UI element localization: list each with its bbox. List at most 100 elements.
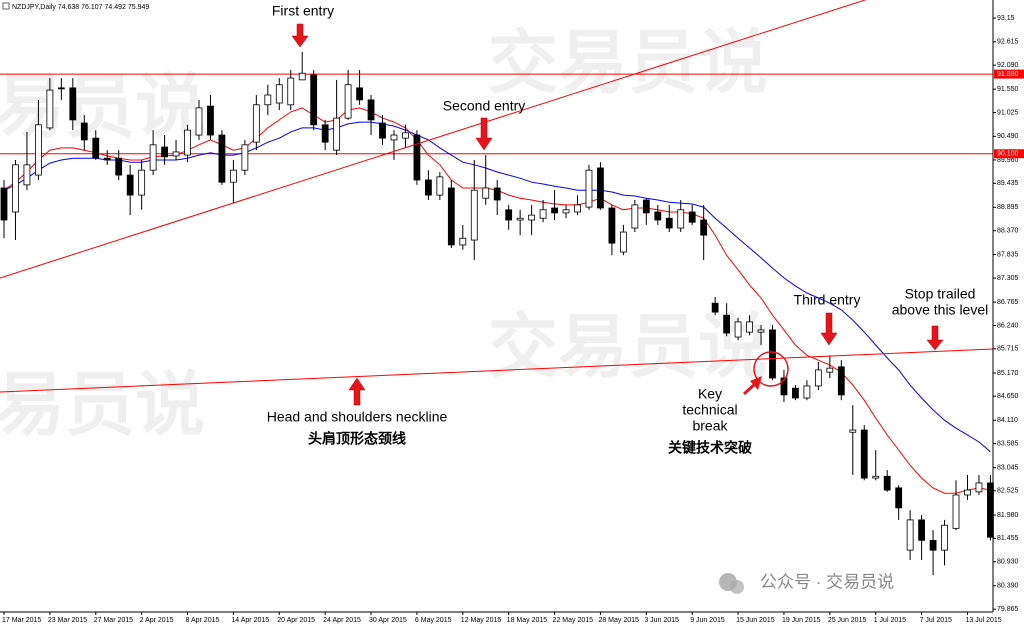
level-label-box <box>994 149 1024 159</box>
y-tick-label: 87.305 <box>997 275 1019 282</box>
candle-body <box>723 314 731 334</box>
candle-body <box>562 209 570 214</box>
level-label: 91.890 <box>997 71 1019 78</box>
candle-body <box>941 524 948 551</box>
candle-body <box>436 176 444 196</box>
neckline <box>0 348 994 393</box>
x-tick-label: 30 Apr 2015 <box>369 617 407 624</box>
x-tick-label: 24 Apr 2015 <box>323 617 361 624</box>
x-tick-label: 23 Mar 2015 <box>48 617 87 624</box>
candle-body <box>608 207 616 244</box>
candle-body <box>12 164 19 213</box>
candle-body <box>792 387 799 399</box>
candle-body <box>677 209 685 229</box>
candle-body <box>780 377 788 396</box>
candle-body <box>367 99 375 121</box>
y-tick-label: 81.980 <box>997 512 1019 519</box>
x-tick-label: 17 Mar 2015 <box>2 617 41 624</box>
candle-body <box>241 144 249 171</box>
candle-body <box>264 94 272 106</box>
x-tick-label: 7 Jul 2015 <box>920 617 952 624</box>
candle-body <box>528 214 536 221</box>
candle-body <box>0 187 8 221</box>
wechat-icon <box>730 580 744 594</box>
y-tick-label: 80.390 <box>997 583 1019 590</box>
annotation: break <box>692 418 728 434</box>
y-tick-label: 80.930 <box>997 559 1019 566</box>
candle-body <box>402 132 409 139</box>
y-tick-label: 83.585 <box>997 440 1019 447</box>
y-tick-label: 93.15 <box>997 15 1015 22</box>
candle-body <box>585 169 593 208</box>
level-label: 90.100 <box>997 151 1019 158</box>
candle-body <box>333 117 341 151</box>
y-tick-label: 82.525 <box>997 488 1019 495</box>
arrow <box>820 312 838 346</box>
candle-body <box>642 199 650 214</box>
candle-body <box>700 219 708 236</box>
y-tick-label: 79.865 <box>997 606 1019 613</box>
highlight-circle <box>753 351 789 387</box>
candle-body <box>92 137 100 159</box>
candle-body <box>964 489 971 496</box>
x-tick-label: 8 Apr 2015 <box>186 617 220 624</box>
candle-body <box>711 302 719 313</box>
y-tick-label: 92.090 <box>997 62 1019 69</box>
candle-body <box>906 519 914 551</box>
y-tick-label: 88.895 <box>997 204 1019 211</box>
candle-body <box>539 209 547 219</box>
candle-body <box>138 169 146 196</box>
candle-body <box>746 321 753 333</box>
x-tick-label: 28 May 2015 <box>598 617 639 624</box>
candle-body <box>814 369 822 387</box>
candle-body <box>470 189 478 241</box>
candle-body <box>895 487 903 509</box>
candle-body <box>688 211 696 223</box>
annotation: above this level <box>892 302 989 318</box>
x-tick-label: 15 Jun 2015 <box>736 617 775 624</box>
x-tick-label: 6 May 2015 <box>415 617 452 624</box>
annotation: Stop trailed <box>905 286 976 302</box>
candle-body <box>952 494 960 529</box>
arrow <box>291 23 309 48</box>
plot-area <box>0 51 994 576</box>
header: NZDJPY,Daily 74.638 76.107 74.492 75.949 <box>12 4 149 11</box>
candle-body <box>860 429 868 479</box>
candle-body <box>883 475 891 491</box>
candle-body <box>665 217 673 229</box>
candle-body <box>516 217 524 221</box>
annotation: Key <box>698 386 722 402</box>
candle-body <box>69 87 77 121</box>
watermark: 交易员说 <box>0 67 205 145</box>
candle-body <box>184 129 191 156</box>
y-tick-label: 84.650 <box>997 393 1019 400</box>
footer-watermark: 公众号 · 交易员说 <box>760 572 894 591</box>
candle-body <box>207 105 214 136</box>
candle-body <box>321 124 329 143</box>
candle-body <box>975 482 983 493</box>
arrow <box>926 325 944 351</box>
y-tick-label: 87.835 <box>997 251 1019 258</box>
candle-body <box>551 207 558 214</box>
x-tick-label: 2 Apr 2015 <box>140 617 174 624</box>
watermark: 交易员说 <box>488 23 768 101</box>
candle-body <box>310 74 318 126</box>
level-label-box <box>994 69 1024 79</box>
y-tick-label: 86.240 <box>997 322 1019 329</box>
candle-body <box>149 144 157 171</box>
arrow <box>742 382 757 396</box>
candle-body <box>734 321 742 338</box>
x-tick-label: 13 Jul 2015 <box>965 617 1001 624</box>
candle-body <box>597 167 604 209</box>
annotation: 关键技术突破 <box>668 440 752 456</box>
candle-body <box>252 104 260 143</box>
y-tick-label: 81.455 <box>997 535 1019 542</box>
candle-body <box>574 204 581 213</box>
candle-body <box>505 209 513 221</box>
candle-body <box>757 329 765 333</box>
candle-body <box>103 157 111 161</box>
candle-body <box>23 164 31 186</box>
x-tick-label: 22 May 2015 <box>553 617 594 624</box>
candle-body <box>654 211 662 221</box>
